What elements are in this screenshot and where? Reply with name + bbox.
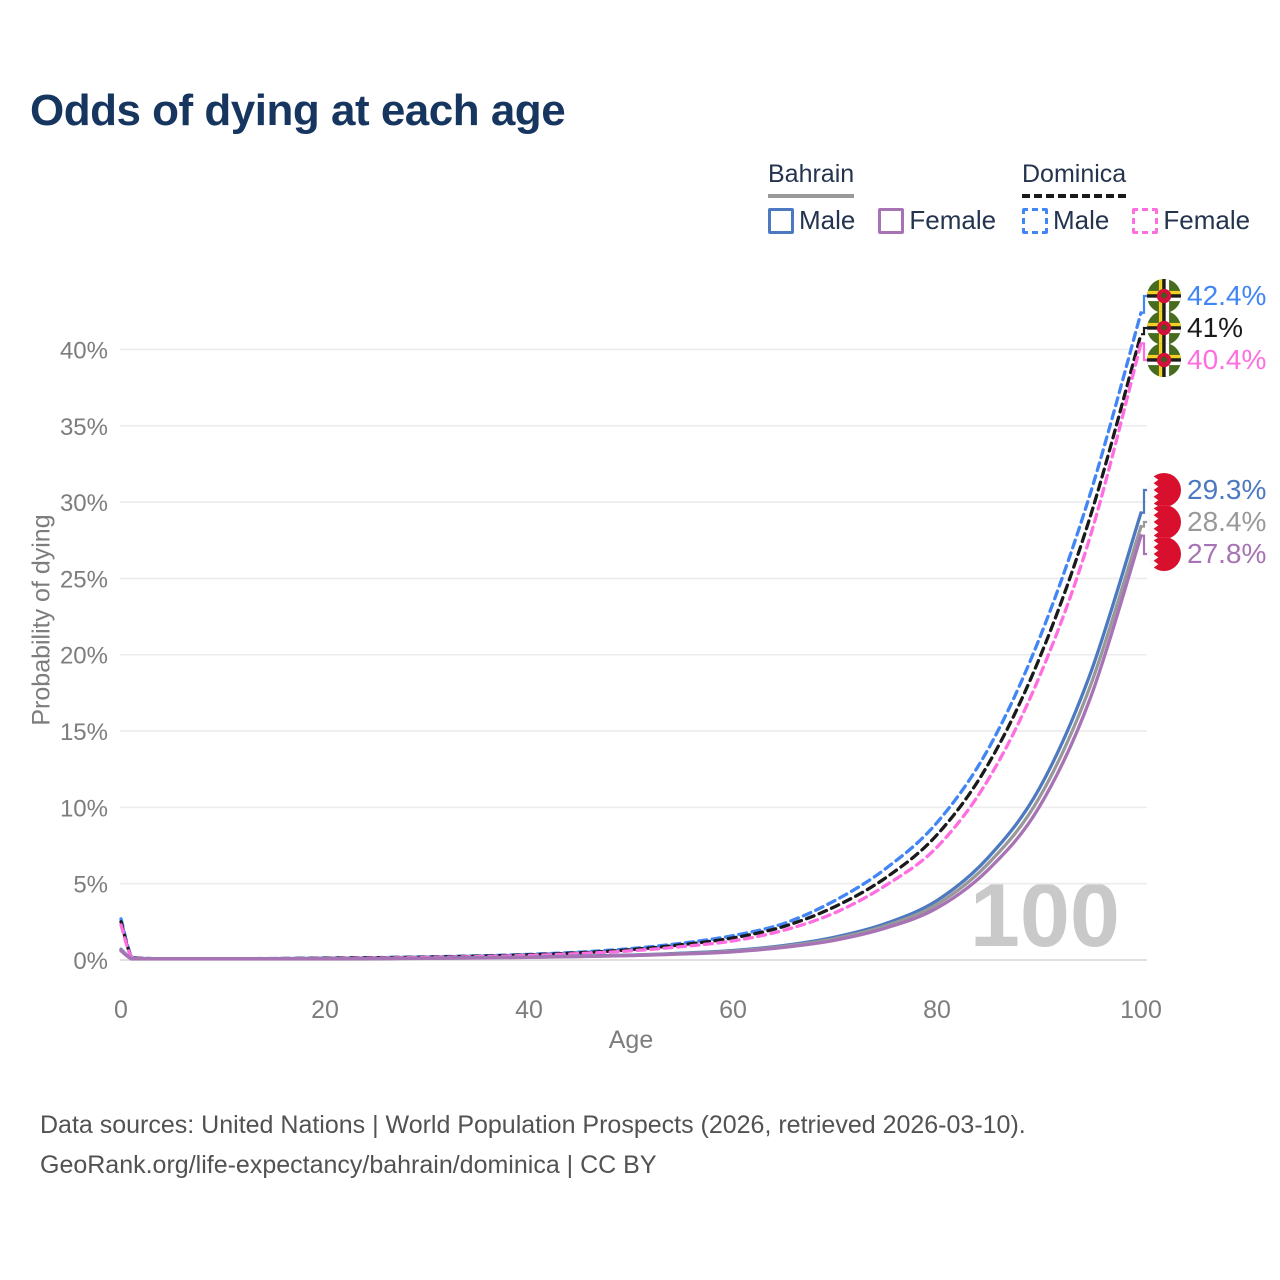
bahrain-flag-icon <box>1147 537 1181 571</box>
dominica-flag-icon <box>1147 311 1181 345</box>
end-label-bahrain-male: 29.3% <box>1147 473 1266 507</box>
end-label-bahrain-female: 27.8% <box>1147 537 1266 571</box>
bahrain-female-swatch-icon <box>878 207 905 234</box>
end-label-value: 41% <box>1187 312 1244 343</box>
x-tick-label: 80 <box>923 996 951 1024</box>
y-tick-label: 25% <box>60 566 108 593</box>
y-tick-label: 15% <box>60 719 108 746</box>
legend-item-dominica-female: Female <box>1132 205 1250 236</box>
dominica-male-swatch-icon <box>1022 207 1048 234</box>
legend-item-dominica-male: Male <box>1022 205 1109 236</box>
x-axis-title: Age <box>608 1026 654 1054</box>
x-tick-label: 20 <box>311 996 339 1024</box>
bahrain-male-swatch-icon <box>768 207 794 234</box>
y-tick-label: 20% <box>60 643 108 670</box>
dominica-female-swatch-icon <box>1132 207 1159 234</box>
bahrain-flag-icon <box>1147 505 1181 539</box>
legend-country-bahrain: Bahrain <box>768 160 855 198</box>
legend-country-dominica: Dominica <box>1022 160 1127 198</box>
dominica-flag-icon <box>1147 279 1181 313</box>
legend-label-bahrain-male: Male <box>799 205 856 235</box>
y-tick-label: 40% <box>60 337 108 364</box>
legend-label-dominica-male: Male <box>1053 205 1110 235</box>
footer-line-2: GeoRank.org/life-expectancy/bahrain/domi… <box>40 1151 657 1179</box>
x-tick-label: 0 <box>114 996 128 1024</box>
legend-item-bahrain-male: Male <box>768 205 855 236</box>
legend-label-dominica-female: Female <box>1163 205 1251 235</box>
age-watermark: 100 <box>969 866 1120 966</box>
end-label-dominica-female: 40.4% <box>1147 343 1266 377</box>
legend-label-bahrain-female: Female <box>909 205 997 235</box>
y-tick-label: 10% <box>60 795 108 822</box>
end-label-value: 28.4% <box>1187 506 1267 537</box>
x-tick-label: 60 <box>719 996 747 1024</box>
series-curve-bahrain-female <box>119 534 1143 961</box>
end-label-dominica-male: 42.4% <box>1147 279 1266 313</box>
legend-item-bahrain-female: Female <box>878 205 996 236</box>
data-sources-footer: Data sources: United Nations | World Pop… <box>40 1105 1026 1185</box>
y-tick-label: 5% <box>73 872 108 899</box>
end-label-value: 29.3% <box>1187 474 1267 505</box>
series-curve-dominica-female <box>119 341 1143 961</box>
x-tick-label: 40 <box>515 996 543 1024</box>
y-tick-label: 35% <box>60 414 108 441</box>
page-title: Odds of dying at each age <box>30 86 566 135</box>
end-label-bahrain-both: 28.4% <box>1147 505 1266 539</box>
end-label-value: 40.4% <box>1187 344 1267 375</box>
end-label-dominica-both: 41% <box>1147 311 1243 345</box>
legend-group-dominica: Dominica Male Female <box>1022 160 1250 236</box>
series-curve-bahrain-all <box>119 524 1143 961</box>
legend-row-bahrain: Male Female <box>768 205 996 236</box>
y-tick-label: 30% <box>60 490 108 517</box>
dominica-flag-icon <box>1147 343 1181 377</box>
legend-row-dominica: Male Female <box>1022 205 1250 236</box>
y-tick-label: 0% <box>73 948 108 975</box>
bahrain-flag-icon <box>1147 473 1181 507</box>
end-label-value: 27.8% <box>1187 538 1267 569</box>
series-curve-bahrain-male <box>119 511 1143 961</box>
footer-line-1: Data sources: United Nations | World Pop… <box>40 1111 1026 1139</box>
legend-group-bahrain: Bahrain Male Female <box>768 160 996 236</box>
x-tick-label: 100 <box>1120 996 1162 1024</box>
end-label-value: 42.4% <box>1187 280 1267 311</box>
